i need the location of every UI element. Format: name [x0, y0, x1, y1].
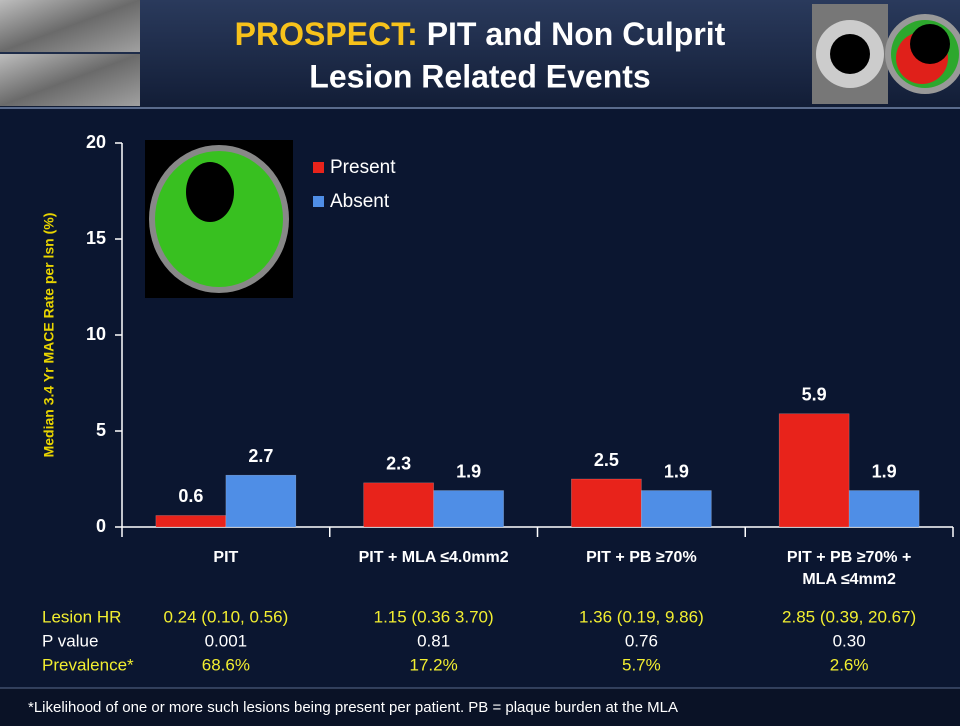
stats-row-label: Prevalence* [42, 655, 134, 674]
vh-lumen [910, 24, 950, 64]
stats-row-label: Lesion HR [42, 607, 121, 626]
title-line: Lesion Related Events [309, 58, 650, 94]
value-label: 1.9 [664, 461, 689, 481]
legend-swatch [313, 162, 324, 173]
y-tick-label: 5 [96, 420, 106, 440]
value-label: 2.3 [386, 454, 411, 474]
bar [641, 491, 711, 527]
header-image [0, 54, 140, 106]
title-line: PIT and Non Culprit [427, 16, 726, 52]
y-tick-label: 15 [86, 228, 106, 248]
stats-cell: 1.36 (0.19, 9.86) [579, 607, 704, 626]
value-label: 1.9 [456, 461, 481, 481]
stats-cell: 17.2% [410, 655, 458, 674]
bar [571, 479, 641, 527]
bar [156, 515, 226, 527]
x-tick-label: PIT [213, 549, 238, 566]
title: PROSPECT: PIT and Non Culprit [235, 16, 726, 52]
page: PROSPECT: PIT and Non Culprit Lesion Rel… [0, 0, 960, 726]
bar [849, 491, 919, 527]
stats-cell: 68.6% [202, 655, 250, 674]
legend-label: Absent [330, 191, 390, 212]
title-prefix: PROSPECT: [235, 16, 418, 52]
y-tick-label: 0 [96, 516, 106, 536]
x-tick-label: PIT + PB ≥70% [586, 549, 697, 566]
stats-row-label: P value [42, 631, 98, 650]
stats-cell: 0.81 [417, 631, 450, 650]
header-image [0, 0, 140, 52]
x-tick-label: MLA ≤4mm2 [802, 571, 896, 588]
stats-cell: 0.24 (0.10, 0.56) [163, 607, 288, 626]
value-label: 2.5 [594, 450, 619, 470]
y-tick-label: 10 [86, 324, 106, 344]
y-axis-label: Median 3.4 Yr MACE Rate per lsn (%) [41, 213, 57, 458]
stats-cell: 0.30 [833, 631, 866, 650]
stats-cell: 0.001 [205, 631, 248, 650]
x-tick-label: PIT + PB ≥70% + [787, 549, 911, 566]
slide: PROSPECT: PIT and Non Culprit Lesion Rel… [0, 0, 960, 726]
ivus-lumen [830, 34, 870, 74]
bar [779, 414, 849, 527]
legend-swatch [313, 196, 324, 207]
stats-cell: 2.6% [830, 655, 869, 674]
legend-label: Present [330, 157, 396, 178]
footnote: *Likelihood of one or more such lesions … [28, 699, 678, 716]
bar [226, 475, 296, 527]
y-tick-label: 20 [86, 132, 106, 152]
x-tick-label: PIT + MLA ≤4.0mm2 [359, 549, 509, 566]
inset-lumen [186, 162, 234, 222]
bar [364, 483, 434, 527]
stats-cell: 5.7% [622, 655, 661, 674]
bar [434, 491, 504, 527]
value-label: 2.7 [248, 446, 273, 466]
stats-cell: 1.15 (0.36 3.70) [374, 607, 494, 626]
stats-cell: 0.76 [625, 631, 658, 650]
value-label: 5.9 [802, 384, 827, 404]
value-label: 1.9 [872, 461, 897, 481]
value-label: 0.6 [178, 486, 203, 506]
stats-cell: 2.85 (0.39, 20.67) [782, 607, 916, 626]
